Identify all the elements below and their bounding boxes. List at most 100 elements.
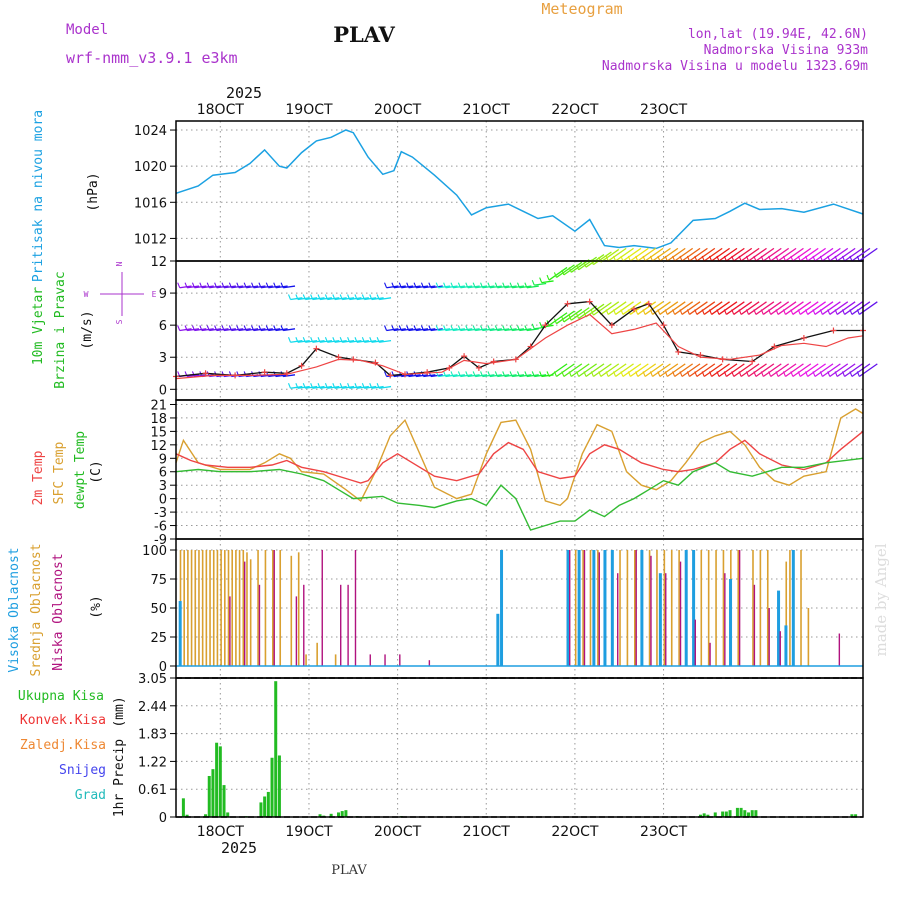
- wind-barb: [356, 385, 369, 389]
- wind-barb-flag: [494, 282, 498, 288]
- wind-barb: [512, 328, 525, 332]
- wind-barb: [297, 297, 310, 301]
- wind-barb: [762, 363, 782, 378]
- wind-barb-flag: [627, 371, 631, 377]
- y-tick-p4: 100: [142, 544, 167, 559]
- wind-barb-flag: [347, 294, 351, 300]
- precip-bar: [724, 811, 728, 817]
- wind-barb-flag: [723, 371, 727, 377]
- wind-barb-flag: [295, 337, 299, 343]
- wind-barb-flag: [354, 294, 358, 300]
- wind-barb-flag: [324, 337, 328, 343]
- wind-barb-flag: [701, 309, 705, 315]
- wind-barb: [275, 374, 288, 378]
- mid-cloud-bar: [235, 550, 237, 666]
- cloud-unit: (%): [89, 595, 104, 618]
- wind-barb-flag: [516, 371, 521, 377]
- mid-cloud-bar: [242, 550, 245, 666]
- mid-cloud-bar: [589, 550, 592, 666]
- wind-barb: [452, 285, 465, 289]
- wind-barb-flag: [790, 255, 794, 262]
- wind-barb: [423, 285, 436, 289]
- wind-barb: [792, 247, 812, 262]
- wind-barb: [733, 247, 753, 262]
- wind-barb-flag: [827, 309, 831, 315]
- wind-barb: [519, 328, 532, 332]
- sfc-temp-line: [175, 408, 864, 507]
- wind-barb-flag: [361, 294, 365, 300]
- mid-cloud-bar: [305, 654, 307, 666]
- wind-barb: [283, 328, 296, 332]
- low-cloud-bar: [753, 584, 756, 666]
- wind-barb-flag: [546, 274, 550, 281]
- wind-barb-flag: [686, 255, 690, 262]
- y-tick-p4: 25: [150, 631, 167, 646]
- wind-barb-flag: [790, 309, 794, 315]
- wind-barb-flag: [524, 371, 528, 377]
- wind-barb: [408, 328, 421, 332]
- wind-barb: [342, 297, 355, 301]
- precip-bar: [850, 814, 854, 817]
- wind-barb-flag: [553, 318, 557, 324]
- wind-barb: [438, 374, 451, 378]
- wind-barb: [349, 297, 362, 301]
- precip-bar: [728, 810, 732, 817]
- wind-barb-flag: [310, 383, 314, 389]
- wind-barb: [319, 385, 333, 389]
- mid-cloud-bar: [737, 550, 740, 666]
- wind-barb-flag: [472, 325, 476, 331]
- wind-barb: [349, 339, 362, 343]
- cloud-ylabel-1: Visoka Oblacnost: [7, 547, 22, 672]
- wind-barb-flag: [243, 325, 247, 331]
- wind-barb: [489, 374, 502, 378]
- wind-barb: [268, 328, 281, 332]
- wind-barb-flag: [228, 325, 232, 331]
- mid-cloud-bar: [272, 550, 274, 666]
- wind-barb: [379, 339, 392, 343]
- temp-ylabel-3: dewpt Temp: [73, 431, 88, 509]
- wind-barb-flag: [465, 282, 469, 288]
- wind-barb-flag: [842, 255, 846, 262]
- precip-bar: [226, 812, 230, 817]
- wind-barb: [305, 297, 318, 301]
- y-tick-p4: 50: [150, 602, 167, 617]
- mid-cloud-bar: [722, 550, 725, 666]
- wind-barb-flag: [317, 337, 321, 343]
- wind-barb-flag: [657, 255, 661, 262]
- year-bottom: 2025: [221, 839, 257, 857]
- wind-barb: [379, 297, 392, 301]
- precip-bar: [207, 775, 211, 817]
- wind-barb: [666, 363, 686, 378]
- wind-barb-flag: [369, 337, 373, 343]
- wind-barb: [740, 301, 760, 315]
- wind-barb-flag: [236, 325, 240, 331]
- wind-barb: [460, 374, 473, 378]
- wind-barb-flag: [553, 272, 557, 278]
- wind-barb: [512, 285, 525, 289]
- mid-cloud-bar: [264, 550, 267, 666]
- wind-barb: [844, 301, 863, 315]
- wind-barb: [563, 363, 583, 378]
- wind-barb: [578, 256, 597, 271]
- wind-barb-flag: [775, 255, 779, 262]
- wind-barb-flag: [745, 309, 750, 315]
- precip-bar: [750, 810, 754, 817]
- wind-barb: [740, 363, 760, 378]
- model-name: wrf-nmm_v3.9.1 e3km: [66, 49, 238, 67]
- elevation-model-label: Nadmorska Visina u modelu 1323.69m: [602, 59, 868, 74]
- wind-barb: [629, 247, 649, 262]
- wind-barb: [482, 374, 495, 378]
- wind-barb-flag: [561, 371, 565, 377]
- wind-barb: [393, 328, 406, 332]
- wind-barb: [386, 285, 399, 289]
- low-cloud-bar: [665, 573, 667, 666]
- wind-barb: [334, 385, 347, 389]
- precip-bar: [739, 807, 743, 817]
- precip-bar: [181, 798, 185, 817]
- station-title: PLAV: [333, 22, 395, 47]
- wind-barb: [268, 285, 281, 289]
- wind-barb: [445, 285, 458, 289]
- wind-barb: [312, 385, 325, 389]
- wind-barb-flag: [849, 309, 853, 315]
